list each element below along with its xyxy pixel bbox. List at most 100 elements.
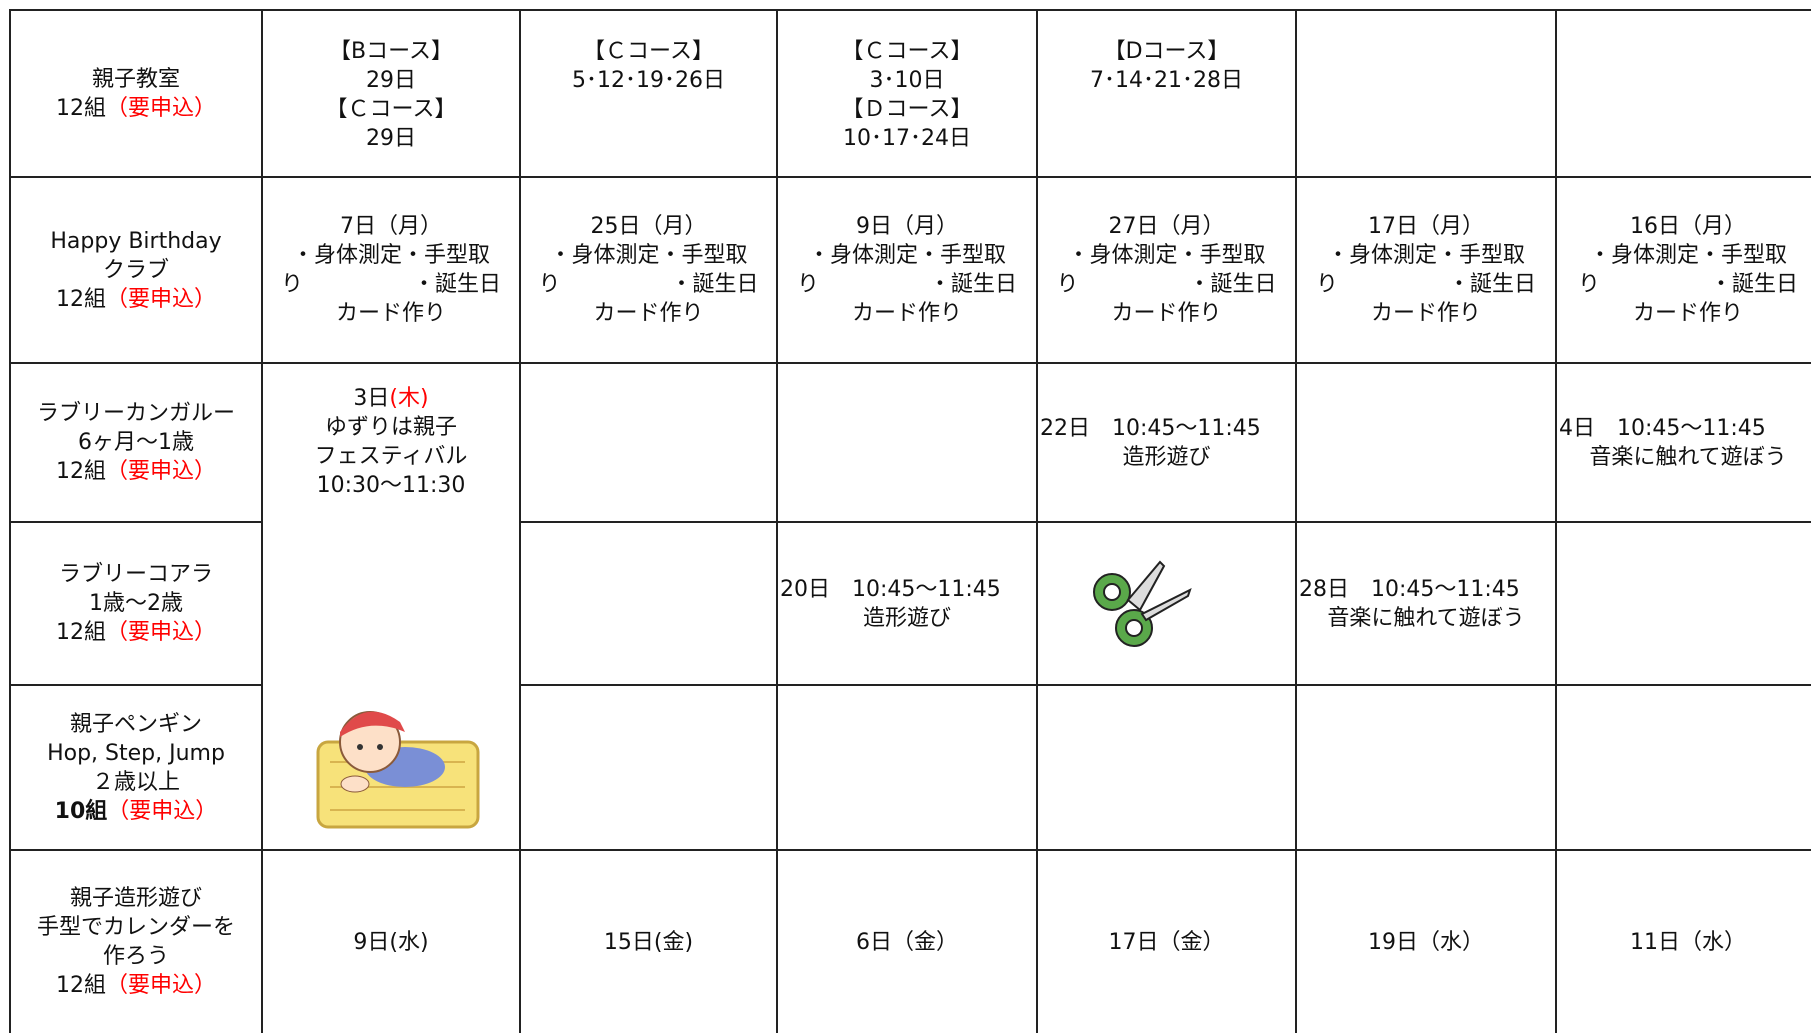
cell-line: 6日（金） <box>856 929 958 955</box>
text-segment: (木) <box>389 386 429 411</box>
schedule-cell: 【Ｃコース】 5･12･19･26日 <box>519 9 778 178</box>
cell-line: り ・誕生日 <box>796 272 1017 297</box>
table-row: 親子造形遊び 手型でカレンダーを 作ろう 12組（要申込） 9日(水) 15日(金) 6日（… <box>9 849 1811 1033</box>
table-row: ラブリーカンガルー 6ヶ月～1歳 12組（要申込） 3日(木) ゆずりは親子 フェスティバ… <box>9 362 1811 851</box>
schedule-cell <box>519 362 778 523</box>
cell-line: 【Ｃコース】 <box>841 39 973 64</box>
cell-line: ・身体測定・手型取 <box>549 243 748 268</box>
schedule-cell <box>1295 362 1557 523</box>
cell-line: 音楽に触れて遊ぼう <box>1589 444 1787 470</box>
cell-line: カード作り <box>593 301 704 326</box>
schedule-cell <box>1036 684 1297 851</box>
text-segment: 6ヶ月～1歳 <box>78 430 194 455</box>
cell-line: 4日 10:45～11:45 <box>1559 415 1766 441</box>
cell-line: り ・誕生日 <box>1056 272 1277 297</box>
cell-line: 音楽に触れて遊ぼう <box>1327 605 1525 631</box>
cell-line: 【Dコース】 <box>1103 39 1230 64</box>
cell-line: 27日（月） <box>1108 214 1225 239</box>
schedule-cell: 28日 10:45～11:45 音楽に触れて遊ぼう <box>1295 521 1557 686</box>
schedule-cell: 6日（金） <box>776 849 1038 1033</box>
schedule-cell: 【Dコース】 7･14･21･28日 <box>1036 9 1297 178</box>
cell-line: 【Ｄコース】 <box>841 97 973 122</box>
text-segment: （要申込） <box>105 95 216 121</box>
schedule-table: 親子教室 12組（要申込） 【Bコース】 29日 【Ｃコース】 29日 【Ｃコース】 5･12… <box>9 9 1811 1033</box>
cell-line: り ・誕生日 <box>1315 272 1536 297</box>
cell-line: 17日（金） <box>1108 929 1225 955</box>
cell-line: 29日 <box>366 126 416 151</box>
cell-line: Happy Birthday <box>13 227 259 256</box>
cell-line: 手型でカレンダーを <box>13 913 259 942</box>
cell-line: ラブリーカンガルー <box>13 399 259 428</box>
text-segment: （要申込） <box>105 459 216 484</box>
schedule-cell: 16日（月） ・身体測定・手型取り ・誕生日 カード作り <box>1555 176 1811 364</box>
cell-line: 20日 10:45～11:45 <box>780 576 1001 602</box>
schedule-cell <box>776 684 1038 851</box>
cell-line: 17日（月） <box>1368 214 1484 239</box>
cell-line: 15日(金) <box>603 929 694 955</box>
cell-line: 25日（月） <box>590 214 707 239</box>
cell-line: 10:30～11:30 <box>316 473 466 498</box>
text-segment: Happy Birthday <box>50 228 222 254</box>
cell-line: カード作り <box>1111 301 1222 326</box>
text-segment: ラブリーコアラ <box>58 562 213 587</box>
cell-line: カード作り <box>1370 301 1481 326</box>
text-segment: 親子造形遊び <box>69 886 202 911</box>
cell-line: ・身体測定・手型取 <box>291 243 490 268</box>
cell-line: カード作り <box>335 301 446 326</box>
schedule-cell <box>519 521 778 686</box>
cell-line: 3日(木) <box>265 384 517 413</box>
text-segment: （要申込） <box>105 286 216 312</box>
schedule-cell <box>1295 684 1557 851</box>
cell-line: 【Bコース】 <box>329 39 453 64</box>
cell-line: ・身体測定・手型取 <box>1588 243 1787 268</box>
table-row: 親子ペンギン Hop, Step, Jump ２歳以上 10組（要申込） <box>9 684 1811 851</box>
schedule-cell: 17日（月） ・身体測定・手型取り ・誕生日 カード作り <box>1295 176 1557 364</box>
schedule-cell <box>1555 684 1811 851</box>
row-label: ラブリーカンガルー 6ヶ月～1歳 12組（要申込） <box>9 362 263 523</box>
text-segment: 12組 <box>55 973 106 998</box>
cell-line: 造形遊び <box>862 605 951 631</box>
text-segment: 親子ペンギン <box>69 711 202 737</box>
schedule-cell: 9日（月） ・身体測定・手型取り ・誕生日 カード作り <box>776 176 1038 364</box>
schedule-cell: 【Bコース】 29日 【Ｃコース】 29日 <box>261 9 521 178</box>
text-segment: 作ろう <box>102 944 169 969</box>
text-segment: ラブリーカンガルー <box>36 401 235 426</box>
cell-line: り ・誕生日 <box>538 272 759 297</box>
cell-line: ・身体測定・手型取 <box>1067 243 1266 268</box>
schedule-cell <box>776 362 1038 523</box>
cell-line: 11日（水） <box>1630 929 1746 955</box>
cell-line: 12組（要申込） <box>13 618 259 647</box>
schedule-cell: 17日（金） <box>1036 849 1297 1033</box>
cell-line: 親子教室 <box>13 65 259 94</box>
text-segment: 3日 <box>353 386 390 411</box>
cell-line: 3･10日 <box>869 68 945 93</box>
cell-line: 親子造形遊び <box>13 884 259 913</box>
table-row: Happy Birthday クラブ 12組（要申込） 7日（月） ・身体測定・手型取り… <box>9 176 1811 364</box>
schedule-cell: 22日 10:45～11:45 造形遊び <box>1036 362 1297 523</box>
cell-line: 1歳～2歳 <box>13 589 259 618</box>
text-segment: （要申込） <box>105 620 216 645</box>
text-segment: Hop, Step, Jump <box>47 740 225 766</box>
row-label: 親子教室 12組（要申込） <box>9 9 263 178</box>
schedule-cell <box>1555 9 1811 178</box>
cell-line: 7日（月） <box>340 214 442 239</box>
cell-line: フェスティバル <box>314 444 468 469</box>
cell-line: ラブリーコアラ <box>13 560 259 589</box>
cell-line: 5･12･19･26日 <box>572 68 725 93</box>
cell-line: 作ろう <box>13 942 259 971</box>
text-segment: 12組 <box>55 459 106 484</box>
cell-line: 12組（要申込） <box>13 457 259 486</box>
schedule-cell: 27日（月） ・身体測定・手型取り ・誕生日 カード作り <box>1036 176 1297 364</box>
schedule-cell: 【Ｃコース】 3･10日【Ｄコース】 10･17･24日 <box>776 9 1038 178</box>
schedule-cell: 4日 10:45～11:45 音楽に触れて遊ぼう <box>1555 362 1811 523</box>
cell-line: 7･14･21･28日 <box>1090 68 1243 93</box>
cell-line: ゆずりは親子 <box>324 415 457 440</box>
cell-line: 12組（要申込） <box>13 971 259 1000</box>
text-segment: 手型でカレンダーを <box>36 915 235 940</box>
cell-line: Hop, Step, Jump <box>13 739 259 768</box>
text-segment: クラブ <box>102 257 169 283</box>
cell-line: 10･17･24日 <box>843 126 971 151</box>
text-segment: 12組 <box>55 620 106 645</box>
cell-line: ・身体測定・手型取 <box>807 243 1006 268</box>
cell-line: 12組（要申込） <box>13 94 259 123</box>
